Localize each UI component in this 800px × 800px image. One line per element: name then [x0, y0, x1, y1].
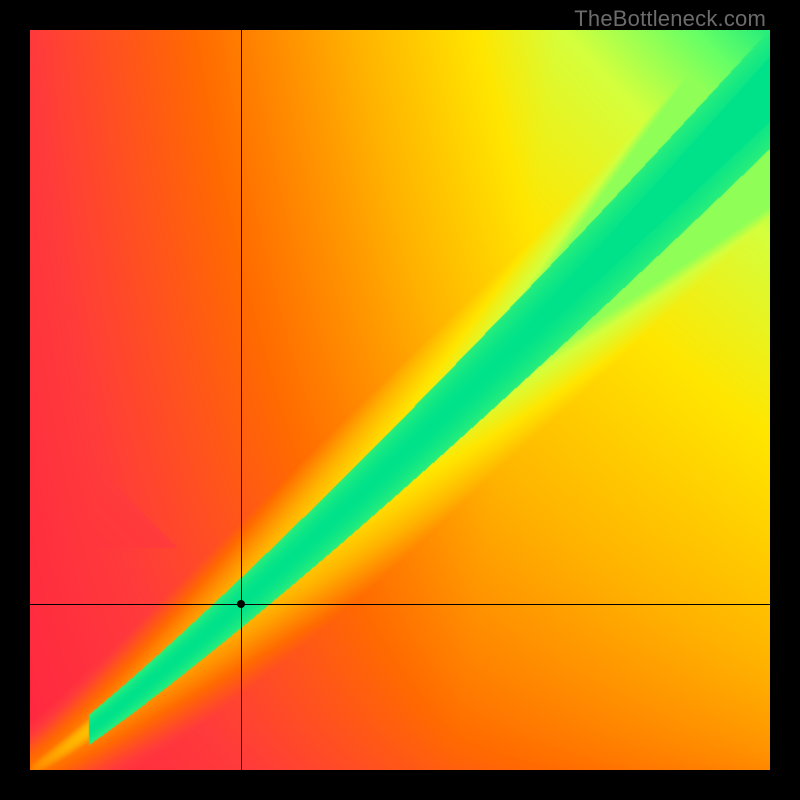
- crosshair-vertical: [241, 30, 242, 770]
- watermark-text: TheBottleneck.com: [574, 6, 766, 32]
- heatmap-plot: [30, 30, 770, 770]
- crosshair-horizontal: [30, 604, 770, 605]
- crosshair-point: [237, 600, 245, 608]
- heatmap-canvas: [30, 30, 770, 770]
